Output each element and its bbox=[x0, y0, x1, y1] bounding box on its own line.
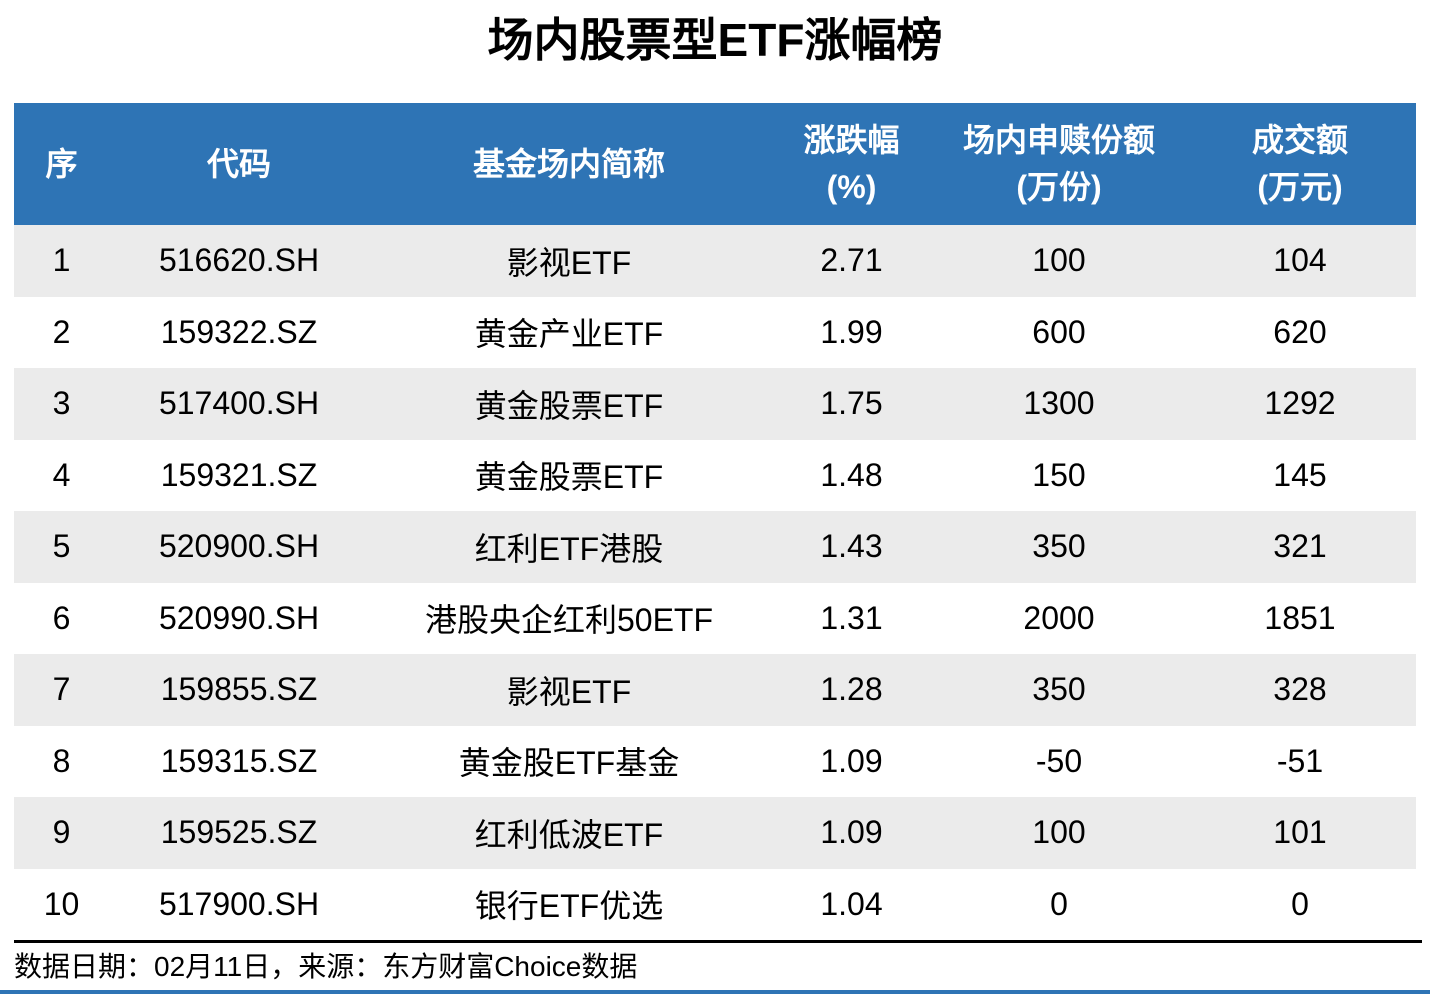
table-row: 3 517400.SH 黄金股票ETF 1.75 1300 1292 bbox=[14, 368, 1416, 440]
header-line1: 成交额 bbox=[1251, 122, 1348, 158]
cell-code: 159525.SZ bbox=[160, 814, 318, 851]
table-row: 4 159321.SZ 黄金股票ETF 1.48 150 145 bbox=[14, 439, 1416, 511]
cell-subscription-shares: -50 bbox=[1035, 742, 1083, 779]
table-body: 1 516620.SH 影视ETF 2.71 100 104 2 159322.… bbox=[14, 225, 1416, 940]
cell-subscription-shares: 350 bbox=[1032, 671, 1086, 708]
cell-code: 520900.SH bbox=[158, 528, 320, 565]
header-line2: (%) bbox=[826, 169, 877, 205]
cell-fund-name: 银行ETF优选 bbox=[474, 888, 664, 925]
cell-change-pct: 1.09 bbox=[820, 742, 883, 779]
table-row: 5 520900.SH 红利ETF港股 1.43 350 321 bbox=[14, 511, 1416, 583]
cell-code: 520990.SH bbox=[158, 599, 320, 636]
cell-change-pct: 1.31 bbox=[820, 599, 883, 636]
cell-subscription-shares: 100 bbox=[1032, 242, 1086, 279]
cell-code: 159855.SZ bbox=[160, 671, 318, 708]
cell-rank: 2 bbox=[52, 313, 71, 350]
table-row: 1 516620.SH 影视ETF 2.71 100 104 bbox=[14, 225, 1416, 297]
table-row: 8 159315.SZ 黄金股ETF基金 1.09 -50 -51 bbox=[14, 725, 1416, 797]
header-line2: (万元) bbox=[1257, 169, 1343, 205]
header-cell-fund-name: 基金场内简称 bbox=[369, 103, 769, 225]
cell-change-pct: 1.43 bbox=[820, 528, 883, 565]
header-cell-rank: 序 bbox=[14, 103, 109, 225]
cell-fund-name: 影视ETF bbox=[506, 244, 632, 281]
cell-rank: 10 bbox=[43, 885, 80, 922]
cell-fund-name: 黄金股票ETF bbox=[474, 387, 664, 424]
table-row: 7 159855.SZ 影视ETF 1.28 350 328 bbox=[14, 654, 1416, 726]
cell-change-pct: 1.28 bbox=[820, 671, 883, 708]
cell-subscription-shares: 150 bbox=[1032, 456, 1086, 493]
table-row: 2 159322.SZ 黄金产业ETF 1.99 600 620 bbox=[14, 296, 1416, 368]
cell-change-pct: 1.04 bbox=[820, 885, 883, 922]
cell-fund-name: 红利ETF港股 bbox=[474, 530, 664, 567]
cell-code: 517900.SH bbox=[158, 885, 320, 922]
cell-subscription-shares: 350 bbox=[1032, 528, 1086, 565]
header-row: 序 代码 基金场内简称 涨跌幅 (%) 场内申赎份额 (万份) 成交额 (万元 bbox=[14, 103, 1416, 225]
header-cell-change-pct: 涨跌幅 (%) bbox=[769, 103, 934, 225]
cell-fund-name: 黄金股ETF基金 bbox=[458, 745, 680, 782]
cell-subscription-shares: 1300 bbox=[1023, 385, 1095, 422]
page-title: 场内股票型ETF涨幅榜 bbox=[487, 14, 943, 66]
cell-fund-name: 红利低波ETF bbox=[474, 816, 664, 853]
cell-rank: 4 bbox=[52, 456, 71, 493]
table-header: 序 代码 基金场内简称 涨跌幅 (%) 场内申赎份额 (万份) 成交额 (万元 bbox=[14, 103, 1416, 225]
cell-fund-name: 影视ETF bbox=[506, 673, 632, 710]
header-line1: 序 bbox=[45, 145, 78, 182]
etf-gainers-table: 序 代码 基金场内简称 涨跌幅 (%) 场内申赎份额 (万份) 成交额 (万元 bbox=[14, 103, 1416, 940]
cell-subscription-shares: 600 bbox=[1032, 313, 1086, 350]
table-row: 9 159525.SZ 红利低波ETF 1.09 100 101 bbox=[14, 797, 1416, 869]
cell-subscription-shares: 100 bbox=[1032, 814, 1086, 851]
cell-turnover: 0 bbox=[1291, 885, 1309, 922]
cell-rank: 1 bbox=[52, 242, 71, 279]
cell-change-pct: 1.09 bbox=[820, 814, 883, 851]
cell-turnover: 104 bbox=[1273, 242, 1327, 279]
cell-code: 159315.SZ bbox=[160, 742, 318, 779]
cell-turnover: 321 bbox=[1273, 528, 1327, 565]
cell-turnover: -51 bbox=[1276, 742, 1324, 779]
cell-turnover: 328 bbox=[1273, 671, 1327, 708]
header-cell-code: 代码 bbox=[109, 103, 369, 225]
header-line1: 涨跌幅 bbox=[803, 122, 900, 158]
cell-change-pct: 1.48 bbox=[820, 456, 883, 493]
table-row: 6 520990.SH 港股央企红利50ETF 1.31 2000 1851 bbox=[14, 582, 1416, 654]
cell-fund-name: 港股央企红利50ETF bbox=[424, 602, 714, 639]
cell-rank: 5 bbox=[52, 528, 71, 565]
cell-turnover: 1851 bbox=[1264, 599, 1336, 636]
cell-subscription-shares: 2000 bbox=[1023, 599, 1095, 636]
cell-turnover: 145 bbox=[1273, 456, 1327, 493]
cell-code: 159321.SZ bbox=[160, 456, 318, 493]
cell-turnover: 101 bbox=[1273, 814, 1327, 851]
data-source-note: 数据日期：02月11日，来源：东方财富Choice数据 bbox=[14, 951, 638, 982]
footer-divider-line bbox=[14, 940, 1422, 943]
cell-rank: 7 bbox=[52, 671, 71, 708]
cell-code: 517400.SH bbox=[158, 385, 320, 422]
header-cell-subscription-shares: 场内申赎份额 (万份) bbox=[934, 103, 1184, 225]
cell-change-pct: 2.71 bbox=[820, 242, 883, 279]
cell-turnover: 620 bbox=[1273, 313, 1327, 350]
header-line1: 代码 bbox=[206, 145, 271, 182]
cell-subscription-shares: 0 bbox=[1050, 885, 1068, 922]
cell-code: 516620.SH bbox=[158, 242, 320, 279]
header-line1: 场内申赎份额 bbox=[962, 122, 1155, 158]
cell-fund-name: 黄金股票ETF bbox=[474, 459, 664, 496]
header-line2: (万份) bbox=[1016, 169, 1102, 205]
header-line1: 基金场内简称 bbox=[472, 145, 665, 182]
cell-change-pct: 1.99 bbox=[820, 313, 883, 350]
cell-turnover: 1292 bbox=[1264, 385, 1336, 422]
bottom-accent-line bbox=[0, 990, 1430, 994]
header-cell-turnover: 成交额 (万元) bbox=[1184, 103, 1416, 225]
table-row: 10 517900.SH 银行ETF优选 1.04 0 0 bbox=[14, 868, 1416, 940]
cell-change-pct: 1.75 bbox=[820, 385, 883, 422]
cell-rank: 9 bbox=[52, 814, 71, 851]
cell-rank: 3 bbox=[52, 385, 71, 422]
cell-rank: 8 bbox=[52, 742, 71, 779]
cell-fund-name: 黄金产业ETF bbox=[474, 316, 664, 353]
cell-rank: 6 bbox=[52, 599, 71, 636]
cell-code: 159322.SZ bbox=[160, 313, 318, 350]
